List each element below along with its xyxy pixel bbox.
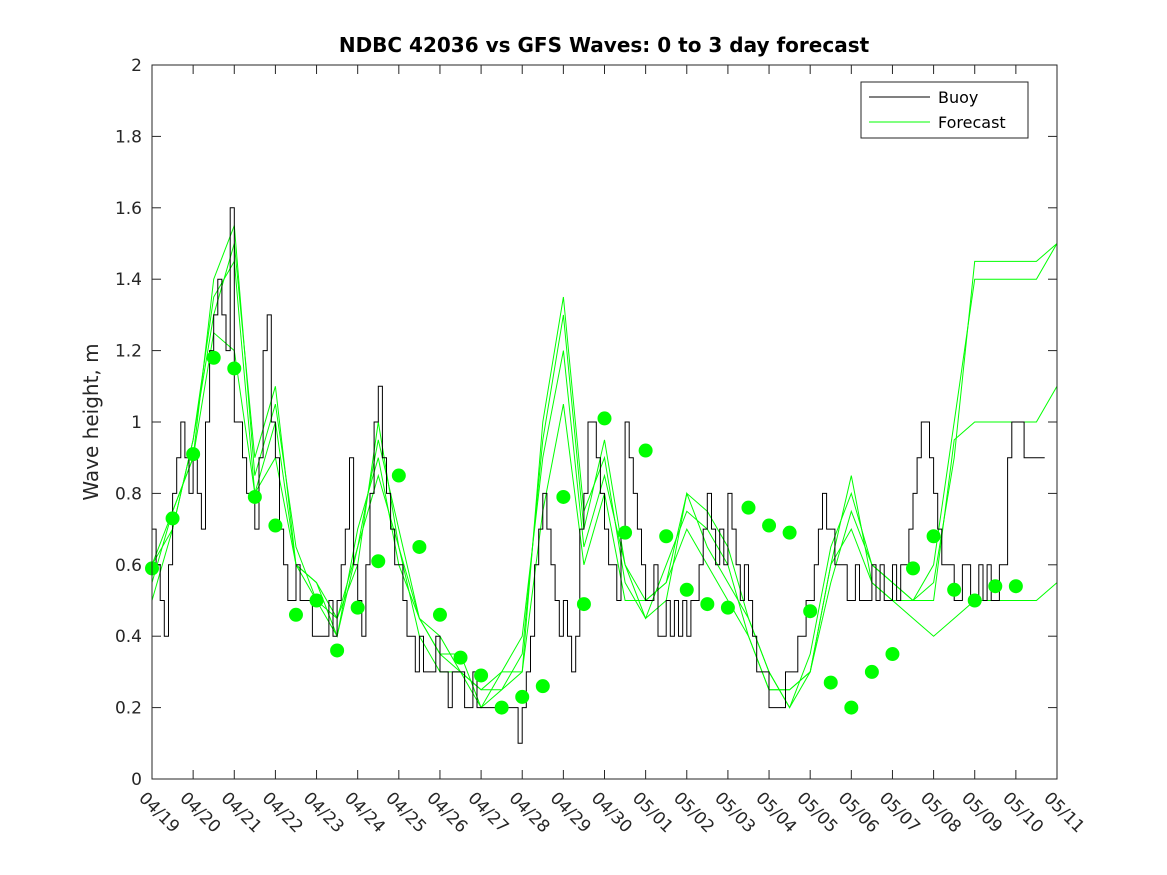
- analysis-point: [844, 700, 859, 715]
- axes-box: [151, 64, 1058, 780]
- analysis-point: [926, 529, 941, 544]
- analysis-point: [227, 361, 242, 376]
- buoy-series: [152, 207, 1045, 744]
- analysis-point: [720, 600, 735, 615]
- analysis-point: [247, 489, 262, 504]
- analysis-point: [288, 607, 303, 622]
- analysis-point: [412, 539, 427, 554]
- analysis-point: [165, 511, 180, 526]
- analysis-point: [432, 607, 447, 622]
- analysis-point: [391, 468, 406, 483]
- chart-title: NDBC 42036 vs GFS Waves: 0 to 3 day fore…: [339, 33, 870, 57]
- analysis-point: [1008, 579, 1023, 594]
- analysis-point: [371, 554, 386, 569]
- y-tick-label: 1.4: [115, 270, 142, 290]
- y-tick-label: 0.6: [115, 556, 142, 576]
- legend: Buoy Forecast: [860, 81, 1029, 139]
- analysis-point: [741, 500, 756, 515]
- analysis-point: [700, 597, 715, 612]
- y-tick-label: 0.8: [115, 484, 142, 504]
- analysis-points: [145, 350, 1023, 715]
- y-tick-label: 0: [131, 770, 142, 790]
- y-tick-label: 1.6: [115, 199, 142, 219]
- analysis-point: [556, 489, 571, 504]
- y-tick-label: 2: [131, 56, 142, 76]
- analysis-point: [864, 664, 879, 679]
- analysis-point: [515, 689, 530, 704]
- analysis-point: [988, 579, 1003, 594]
- forecast-line: [151, 259, 1058, 709]
- analysis-point: [576, 597, 591, 612]
- analysis-point: [350, 600, 365, 615]
- y-tick-label: 1: [131, 413, 142, 433]
- analysis-point: [947, 582, 962, 597]
- analysis-point: [330, 643, 345, 658]
- analysis-point: [206, 350, 221, 365]
- analysis-point: [782, 525, 797, 540]
- y-axis-label: Wave height, m: [79, 343, 103, 500]
- analysis-point: [803, 604, 818, 619]
- analysis-point: [535, 679, 550, 694]
- legend-buoy-label: Buoy: [938, 88, 978, 107]
- buoy-line: [152, 207, 1045, 744]
- forecast-line: [151, 225, 1058, 691]
- analysis-point: [967, 593, 982, 608]
- y-tick-label: 1.2: [115, 342, 142, 362]
- y-tick-label: 0.2: [115, 699, 142, 719]
- analysis-point: [906, 561, 921, 576]
- analysis-point: [309, 593, 324, 608]
- analysis-point: [638, 443, 653, 458]
- analysis-point: [474, 668, 489, 683]
- analysis-point: [597, 411, 612, 426]
- analysis-point: [823, 675, 838, 690]
- y-tick-label: 0.4: [115, 627, 142, 647]
- analysis-point: [186, 447, 201, 462]
- analysis-point: [762, 518, 777, 533]
- analysis-point: [659, 529, 674, 544]
- analysis-point: [618, 525, 633, 540]
- legend-box: [860, 81, 1029, 139]
- y-axis-ticks: 0 0.2 0.4 0.6 0.8 1 1.2 1.4 1.6 1.8 2: [115, 56, 1057, 790]
- analysis-point: [494, 700, 509, 715]
- legend-forecast-label: Forecast: [938, 113, 1006, 132]
- analysis-point: [268, 518, 283, 533]
- y-tick-label: 1.8: [115, 127, 142, 147]
- analysis-point: [453, 650, 468, 665]
- analysis-point: [679, 582, 694, 597]
- analysis-point: [885, 647, 900, 662]
